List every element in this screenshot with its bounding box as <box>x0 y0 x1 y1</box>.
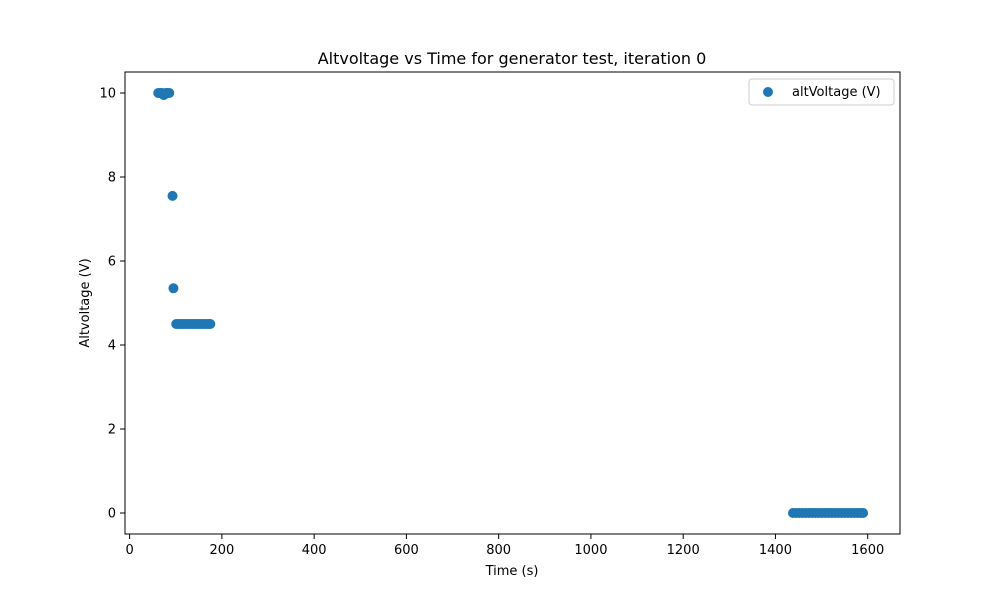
x-tick-label: 1200 <box>667 543 700 558</box>
x-tick-label: 1000 <box>574 543 607 558</box>
data-point <box>167 190 178 201</box>
data-point <box>164 88 175 98</box>
legend-label: altVoltage (V) <box>792 85 881 100</box>
legend-box <box>748 78 895 106</box>
legend-marker <box>763 87 773 97</box>
x-axis-label: Time (s) <box>485 564 539 579</box>
y-tick-label: 8 <box>108 171 116 186</box>
axis-ticks: 0 200 400 600 800 1000 1200 1400 1600 0 2 4 6 8 10 <box>99 87 884 559</box>
y-tick-label: 6 <box>108 255 116 270</box>
data-points <box>153 88 869 518</box>
data-point <box>168 283 179 294</box>
y-tick-label: 0 <box>108 507 116 522</box>
x-tick-label: 800 <box>486 543 511 558</box>
data-point <box>205 319 216 329</box>
legend: altVoltage (V) <box>748 78 895 106</box>
y-tick-label: 4 <box>108 339 116 354</box>
data-point <box>858 508 869 518</box>
x-tick-label: 1600 <box>851 543 884 558</box>
x-tick-label: 600 <box>394 543 419 558</box>
y-tick-label: 2 <box>108 423 116 438</box>
plot-frame <box>124 71 901 535</box>
x-tick-label: 0 <box>125 543 133 558</box>
x-tick-label: 200 <box>209 543 234 558</box>
chart-title: Altvoltage vs Time for generator test, i… <box>318 49 707 68</box>
y-axis-label: Altvoltage (V) <box>78 258 93 347</box>
x-tick-label: 1400 <box>759 543 792 558</box>
x-tick-label: 400 <box>302 543 327 558</box>
y-tick-label: 10 <box>99 87 116 102</box>
